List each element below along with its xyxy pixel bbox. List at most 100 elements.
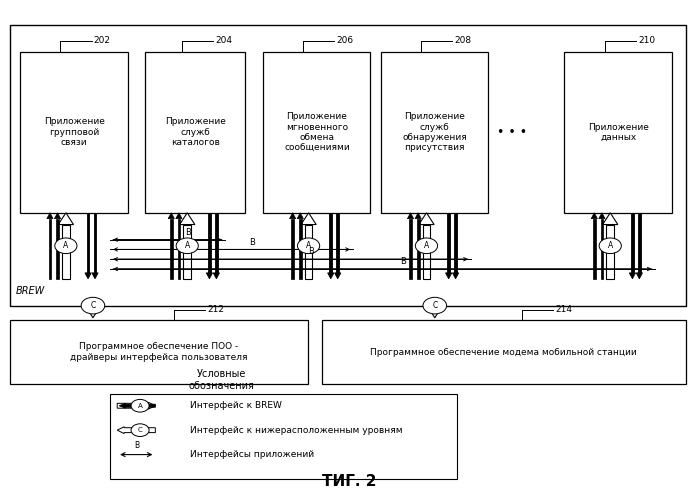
Bar [600,219,603,279]
Polygon shape [603,213,618,225]
Bar [299,219,302,279]
Text: Приложение
служб
обнаружения
присутствия: Приложение служб обнаружения присутствия [403,112,467,152]
Text: A: A [306,241,311,250]
Bar [565,51,672,213]
Polygon shape [85,273,91,279]
Bar [20,51,128,213]
Text: 202: 202 [94,37,110,45]
Polygon shape [629,273,635,279]
Polygon shape [58,213,73,225]
Text: Интерфейсы приложений: Интерфейсы приложений [190,450,314,459]
Bar [10,25,686,306]
Polygon shape [599,213,605,219]
Bar [87,213,89,273]
Text: C: C [138,427,143,433]
Text: B: B [185,228,192,237]
Circle shape [55,238,77,253]
Bar [291,219,294,279]
Polygon shape [419,213,434,225]
Text: Приложение
служб
каталогов: Приложение служб каталогов [165,117,226,147]
Polygon shape [408,213,414,219]
Text: 210: 210 [638,37,655,45]
Text: Программное обеспечение ПОО -
драйверы интерфейса пользователя: Программное обеспечение ПОО - драйверы и… [70,342,247,362]
Text: • • •: • • • [498,125,528,139]
Text: Приложение
мгновенного
обмена
сообщениями: Приложение мгновенного обмена сообщениям… [284,112,350,152]
Text: B: B [308,247,315,256]
Text: A: A [138,403,143,409]
Polygon shape [47,213,53,219]
Text: B: B [134,441,139,450]
Bar [56,219,59,279]
Text: Приложение
групповой
связи: Приложение групповой связи [44,117,105,147]
Polygon shape [84,303,102,318]
Text: BREW: BREW [15,286,45,296]
Bar [215,213,218,273]
Text: A: A [607,241,613,250]
Polygon shape [55,213,61,219]
FancyArrow shape [117,427,155,434]
Bar [329,213,332,273]
Polygon shape [591,213,598,219]
Bar [208,213,211,273]
Bar [110,394,457,479]
Text: B: B [250,238,255,247]
FancyArrow shape [120,403,155,408]
Bar [336,213,339,273]
Bar [48,219,51,279]
Bar [409,219,412,279]
Text: 204: 204 [215,37,232,45]
Text: 206: 206 [336,37,354,45]
Bar [593,219,596,279]
Bar [305,225,312,279]
Bar [607,225,614,279]
Circle shape [131,424,149,437]
Text: Интерфейс к BREW: Интерфейс к BREW [190,401,282,410]
Text: B: B [401,257,406,266]
Bar [62,225,70,279]
Polygon shape [168,213,175,219]
Polygon shape [301,213,316,225]
Bar [638,213,641,273]
Polygon shape [335,273,341,279]
Bar [454,213,457,273]
Bar [170,219,173,279]
Text: A: A [63,241,69,250]
Bar [381,51,488,213]
Polygon shape [213,273,219,279]
Polygon shape [180,213,195,225]
Text: ΤИГ. 2: ΤИГ. 2 [322,474,377,489]
Bar [417,219,419,279]
Circle shape [599,238,621,253]
Circle shape [176,238,199,253]
Bar [94,213,96,273]
Polygon shape [452,273,459,279]
Text: C: C [90,301,96,310]
Circle shape [415,238,438,253]
Bar [145,51,245,213]
Polygon shape [328,273,334,279]
Bar [431,303,439,306]
Polygon shape [175,213,182,219]
Polygon shape [415,213,421,219]
Circle shape [423,297,447,314]
Text: A: A [185,241,190,250]
Text: 212: 212 [207,305,224,314]
Polygon shape [92,273,98,279]
Polygon shape [636,273,642,279]
Polygon shape [297,213,303,219]
Text: A: A [424,241,429,250]
Text: C: C [432,301,438,310]
Circle shape [298,238,319,253]
Polygon shape [289,213,296,219]
Bar [10,320,308,384]
Text: Интерфейс к нижерасположенным уровням: Интерфейс к нижерасположенным уровням [190,426,403,435]
Text: 208: 208 [454,37,471,45]
Text: 214: 214 [555,305,572,314]
Bar [263,51,370,213]
Bar [322,320,686,384]
Polygon shape [426,303,444,318]
Circle shape [81,297,105,314]
Polygon shape [206,273,212,279]
Text: Условные
обозначения: Условные обозначения [188,370,254,391]
Bar [631,213,634,273]
